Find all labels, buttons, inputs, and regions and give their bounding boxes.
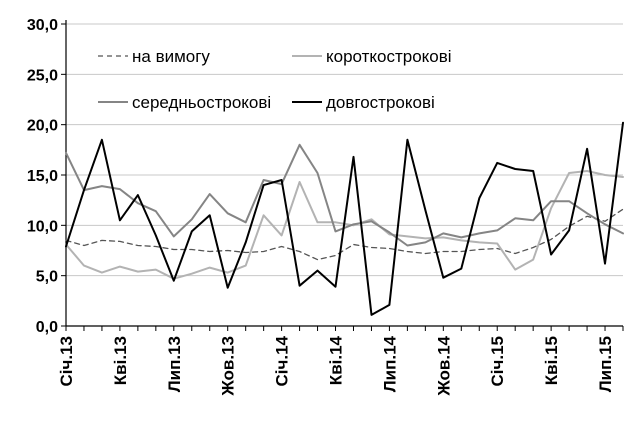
x-tick-label-Лип.15: Лип.15	[596, 336, 615, 392]
legend-label-0: на вимогу	[132, 47, 210, 66]
series-lines	[65, 121, 624, 316]
y-axis-tick-labels: 0,0 5,0 10,0 15,0 20,0 25,0 30,0	[27, 17, 58, 336]
x-tick-label-Жов.13: Жов.13	[219, 336, 238, 397]
y-tick-label-0: 0,0	[36, 319, 58, 336]
series-line-3	[65, 121, 624, 316]
y-tick-label-3: 15,0	[27, 168, 58, 185]
y-tick-label-6: 30,0	[27, 17, 58, 34]
x-tick-label-Січ.15: Січ.15	[488, 336, 507, 387]
x-tick-label-Кві.14: Кві.14	[327, 335, 346, 385]
x-tick-label-Лип.13: Лип.13	[165, 336, 184, 392]
series-line-2	[65, 143, 624, 247]
y-tick-label-4: 20,0	[27, 118, 58, 135]
series-line-0	[65, 208, 624, 261]
x-tick-label-Січ.14: Січ.14	[273, 335, 292, 386]
y-tick-label-5: 25,0	[27, 67, 58, 84]
y-tick-label-2: 10,0	[27, 218, 58, 235]
x-tick-label-Січ.13: Січ.13	[57, 336, 76, 387]
x-tick-label-Лип.14: Лип.14	[380, 335, 399, 392]
legend-label-1: короткострокові	[326, 47, 452, 66]
legend-label-3: довгострокові	[326, 93, 435, 112]
x-tick-label-Кві.13: Кві.13	[111, 336, 130, 385]
x-axis-tick-labels: Січ.13 Кві.13 Лип.13 Жов.13 Січ.14 Кві.14 Лип.…	[57, 335, 615, 396]
axes	[61, 20, 624, 331]
gridlines	[66, 23, 623, 277]
legend-label-2: середньострокові	[132, 93, 271, 112]
legend: на вимогу короткострокові середньострокові…	[98, 47, 452, 112]
x-tick-label-Кві.15: Кві.15	[542, 336, 561, 385]
x-tick-label-Жов.14: Жов.14	[434, 335, 453, 396]
y-tick-label-1: 5,0	[36, 269, 58, 286]
